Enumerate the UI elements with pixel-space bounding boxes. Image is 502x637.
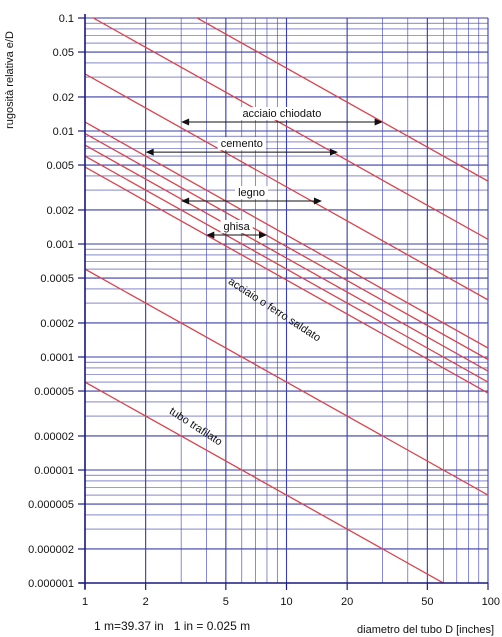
range-4: ghisa — [206, 220, 267, 239]
roughness-line-7 — [85, 155, 488, 383]
axes — [78, 14, 489, 590]
range-arrow-head-right — [258, 231, 267, 239]
x-tick-label: 10 — [280, 596, 292, 608]
range-1: acciaio chiodato — [181, 107, 383, 126]
y-tick-label: 0.05 — [53, 47, 74, 59]
range-label: cemento — [221, 138, 263, 150]
y-tick-label: 0.000001 — [28, 578, 74, 590]
y-tick-label: 0.1 — [59, 13, 74, 25]
range-2: cemento — [145, 137, 338, 156]
y-tick-label: 0.005 — [46, 160, 74, 172]
range-label: legno — [238, 187, 265, 199]
y-tick-label: 0.000002 — [28, 544, 74, 556]
y-tick-label: 0.00002 — [34, 431, 74, 443]
roughness-line-9 — [85, 268, 488, 496]
line-label-1: acciaio o ferro saldato — [226, 276, 323, 345]
range-label-background — [235, 186, 269, 200]
range-arrow-head-left — [181, 118, 190, 126]
x-tick-label: 2 — [143, 596, 149, 608]
x-tick-label: 20 — [341, 596, 353, 608]
roughness-line-5 — [85, 132, 488, 361]
y-tick-label: 0.0005 — [40, 273, 74, 285]
y-tick-label: 0.00005 — [34, 386, 74, 398]
y-tick-label: 0.0001 — [40, 352, 74, 364]
y-tick-label: 0.000005 — [28, 499, 74, 511]
range-label-background — [220, 220, 253, 234]
range-arrow-head-left — [181, 197, 190, 205]
roughness-line-8 — [85, 166, 488, 394]
y-tick-label: 0.00001 — [34, 465, 74, 477]
y-tick-label: 0.002 — [46, 205, 74, 217]
y-tick-label: 0.02 — [53, 92, 74, 104]
range-arrow-head-left — [145, 148, 154, 156]
range-arrow-head-right — [374, 118, 383, 126]
range-label-background — [239, 107, 325, 121]
x-tick-label: 1 — [82, 596, 88, 608]
y-tick-label: 0.001 — [46, 239, 74, 251]
range-label-background — [217, 137, 266, 151]
unit-conversion-note: 1 m=39.37 in 1 in = 0.025 m — [94, 619, 250, 633]
x-tick-labels: 1 2 5 10 20 50 100 — [82, 596, 500, 608]
range-label: ghisa — [223, 221, 250, 233]
x-tick-label: 5 — [223, 596, 229, 608]
y-axis-label: rugosità relativa e/D — [4, 31, 16, 129]
range-arrow-head-right — [329, 148, 338, 156]
roughness-line-10 — [85, 381, 445, 583]
x-tick-label: 100 — [482, 596, 500, 608]
roughness-line-3 — [85, 73, 488, 301]
roughness-line-6 — [85, 144, 488, 372]
roughness-line-2 — [92, 18, 488, 240]
range-arrow-head-left — [206, 231, 215, 239]
roughness-line-4 — [85, 121, 488, 349]
y-tick-label: 0.0002 — [40, 318, 74, 330]
line-label-2: tubo trafilato — [167, 405, 224, 448]
y-tick-labels: 0.1 0.05 0.02 0.01 0.005 0.002 0.001 0.0005 0.00… — [28, 13, 74, 590]
y-tick-label: 0.01 — [53, 126, 74, 138]
range-arrow-head-right — [313, 197, 322, 205]
series-lines — [85, 18, 488, 583]
range-label: acciaio chiodato — [242, 108, 321, 120]
major-grid — [84, 17, 489, 584]
range-3: legno — [181, 186, 322, 205]
x-tick-label: 50 — [421, 596, 433, 608]
roughness-line-1 — [195, 18, 488, 182]
x-axis-label: diametro del tubo D [inches] — [357, 624, 494, 636]
